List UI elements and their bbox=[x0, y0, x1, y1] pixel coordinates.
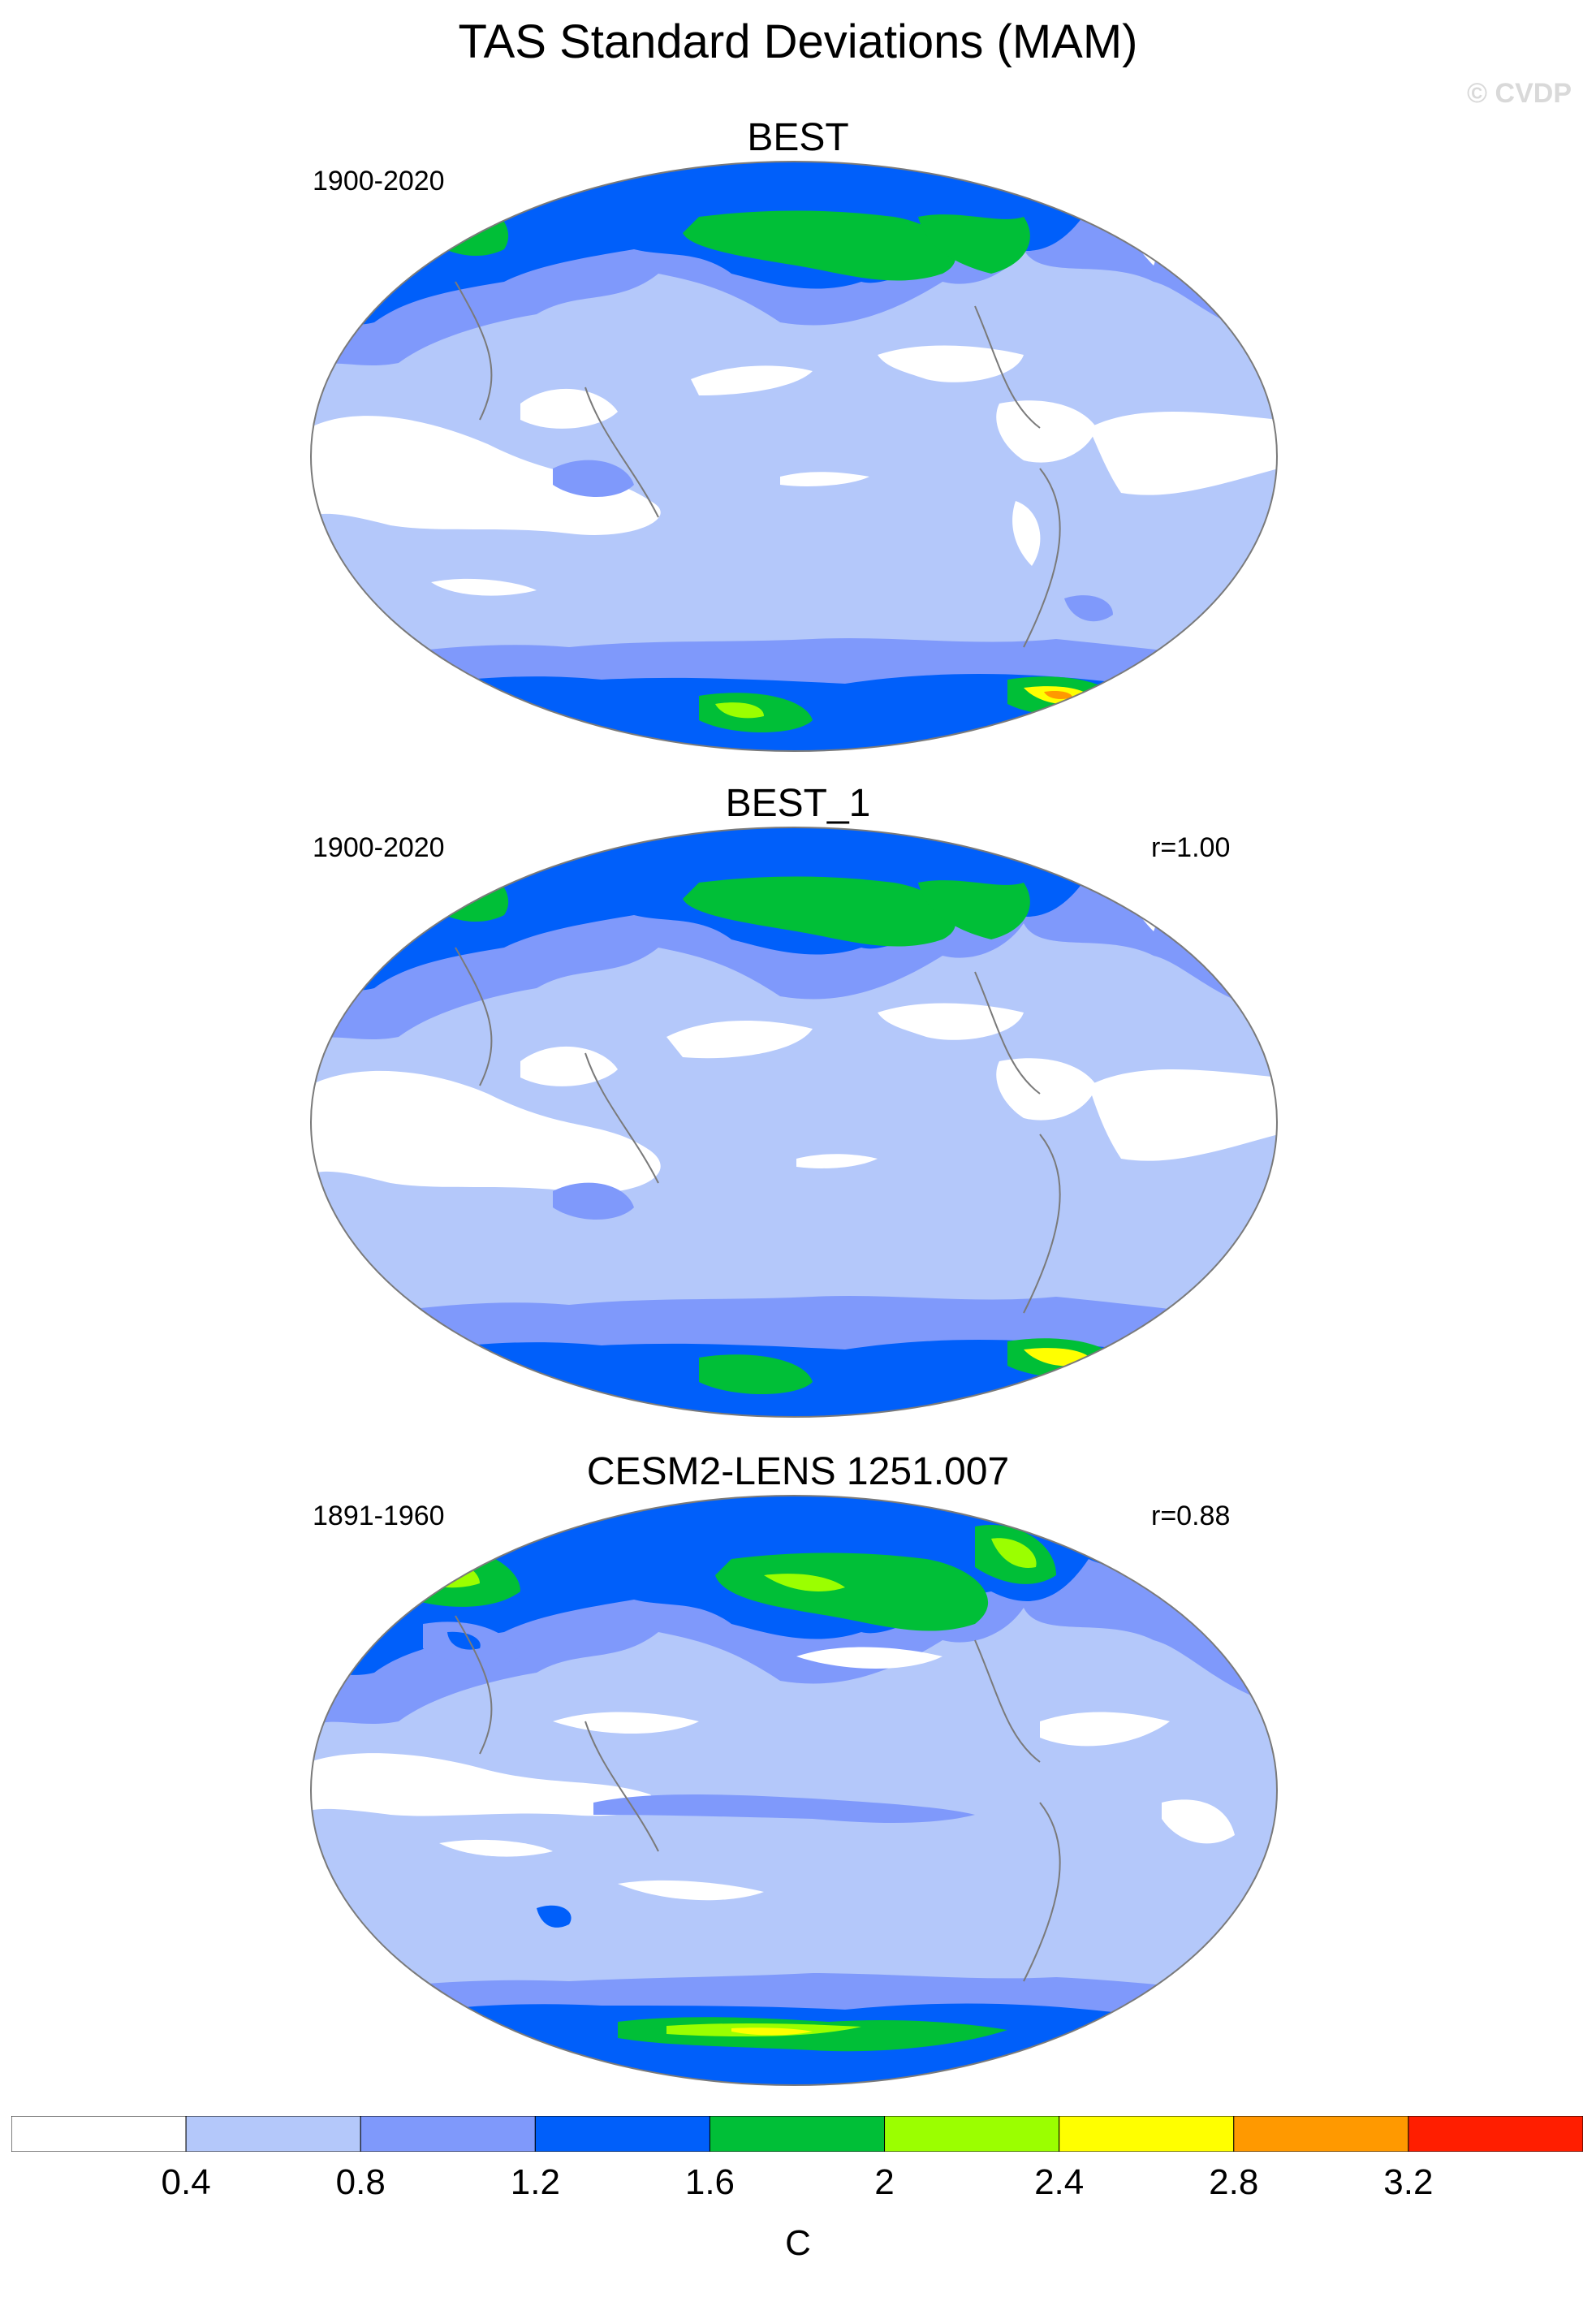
colorbar-swatch-4 bbox=[709, 2116, 886, 2152]
panel-period-1: 1900-2020 bbox=[313, 166, 445, 196]
colorbar-swatch-6 bbox=[1059, 2116, 1235, 2152]
map-panel-cesm2-lens bbox=[309, 1494, 1279, 2091]
panel-period-2: 1900-2020 bbox=[313, 832, 445, 863]
colorbar-units: C bbox=[785, 2223, 811, 2263]
page-title: TAS Standard Deviations (MAM) bbox=[458, 15, 1138, 68]
panel-title-2: BEST_1 bbox=[725, 782, 871, 825]
map-panel-best-1 bbox=[309, 826, 1279, 1423]
colorbar-tick-label: 2.8 bbox=[1209, 2162, 1259, 2202]
colorbar bbox=[11, 2116, 1583, 2152]
colorbar-tick-label: 0.8 bbox=[335, 2162, 386, 2202]
colorbar-tick-label: 0.4 bbox=[161, 2162, 211, 2202]
colorbar-tick-label: 3.2 bbox=[1383, 2162, 1434, 2202]
colorbar-swatch-7 bbox=[1233, 2116, 1409, 2152]
panel-title-3: CESM2-LENS 1251.007 bbox=[586, 1450, 1010, 1493]
panel-period-3: 1891-1960 bbox=[313, 1501, 445, 1531]
colorbar-swatch-3 bbox=[534, 2116, 710, 2152]
panel-title-1: BEST bbox=[747, 116, 849, 159]
colorbar-swatch-2 bbox=[360, 2116, 536, 2152]
panel-correlation-3: r=0.88 bbox=[1151, 1501, 1231, 1531]
colorbar-swatch-0 bbox=[11, 2116, 187, 2152]
colorbar-tick-label: 2.4 bbox=[1034, 2162, 1085, 2202]
colorbar-tick-label: 1.6 bbox=[684, 2162, 735, 2202]
panel-correlation-2: r=1.00 bbox=[1151, 832, 1231, 863]
colorbar-tick-label: 1.2 bbox=[510, 2162, 560, 2202]
map-panel-best bbox=[309, 160, 1279, 757]
copyright-watermark: © CVDP bbox=[1467, 78, 1572, 109]
colorbar-tick-label: 2 bbox=[874, 2162, 895, 2202]
colorbar-swatch-1 bbox=[185, 2116, 361, 2152]
colorbar-swatch-5 bbox=[884, 2116, 1060, 2152]
colorbar-swatch-8 bbox=[1408, 2116, 1583, 2152]
